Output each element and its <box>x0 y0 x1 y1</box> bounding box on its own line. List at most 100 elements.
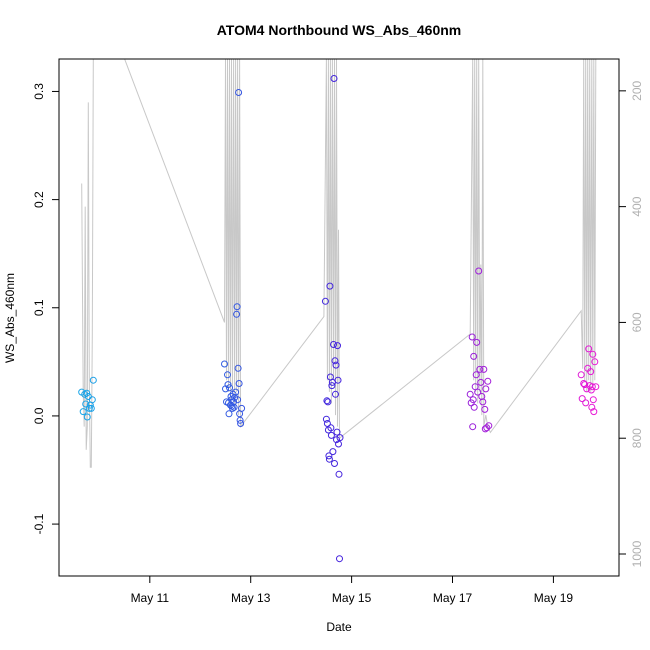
x-tick-label: May 13 <box>231 591 271 605</box>
data-point <box>230 398 238 406</box>
data-point <box>328 382 336 390</box>
x-tick-label: May 17 <box>433 591 473 605</box>
data-point <box>590 408 598 416</box>
data-point <box>235 89 243 96</box>
data-point <box>336 434 344 442</box>
data-point <box>475 267 483 275</box>
data-point <box>589 350 597 358</box>
data-point <box>227 393 235 400</box>
data-point <box>330 341 337 348</box>
data-point <box>325 452 333 460</box>
data-point <box>238 404 246 412</box>
data-point <box>332 390 339 398</box>
data-point <box>476 365 484 373</box>
data-point <box>333 436 340 444</box>
y-tick-label: 0.0 <box>32 407 46 424</box>
data-point <box>230 403 238 411</box>
data-point <box>229 404 236 412</box>
x-tick-label: May 19 <box>534 591 574 605</box>
data-point <box>79 408 87 416</box>
y-tick-label: 0.1 <box>32 299 46 316</box>
data-point <box>326 282 334 290</box>
data-point <box>466 390 474 398</box>
data-point <box>233 303 241 311</box>
data-point <box>592 383 600 391</box>
data-point <box>226 384 233 392</box>
y-axis-label: WS_Abs_460nm <box>3 273 17 363</box>
y-tick-label: -0.1 <box>32 513 46 534</box>
data-point <box>234 364 242 372</box>
data-point <box>224 381 232 389</box>
data-point <box>473 338 481 346</box>
x-tick-label: May 15 <box>332 591 372 605</box>
data-point <box>334 342 341 350</box>
data-point <box>587 386 595 394</box>
data-point <box>331 357 339 365</box>
y-tick-label: 0.3 <box>32 83 46 100</box>
data-point <box>477 378 485 386</box>
data-point <box>588 403 596 411</box>
data-point <box>581 381 589 389</box>
altitude-line <box>81 58 597 468</box>
x-axis: May 11 May 13 May 15 May 17 May 19 <box>131 576 574 605</box>
data-point <box>588 383 596 391</box>
data-point <box>485 422 493 430</box>
data-point <box>83 389 91 397</box>
data-point <box>323 397 331 405</box>
y2-tick-label: 1000 <box>630 540 644 567</box>
data-point <box>470 403 478 411</box>
data-point <box>482 385 490 393</box>
y-axis: -0.1 0.0 0.1 0.2 0.3 <box>32 83 59 534</box>
data-point <box>83 413 91 421</box>
secondary-y-axis: 200 400 600 800 1000 <box>619 81 644 567</box>
altitude-line-group <box>81 58 597 468</box>
data-point <box>232 388 240 396</box>
data-point <box>327 431 335 439</box>
y2-tick-label: 200 <box>630 81 644 101</box>
data-point <box>89 376 97 384</box>
data-point <box>580 380 588 387</box>
data-point <box>325 455 333 463</box>
data-point <box>469 396 477 404</box>
x-tick-label: May 11 <box>131 591 170 605</box>
data-point <box>324 398 332 406</box>
data-point <box>469 423 477 431</box>
data-point <box>85 404 93 412</box>
data-points <box>78 75 600 563</box>
data-point <box>336 555 343 563</box>
data-point <box>234 396 242 404</box>
data-point <box>327 424 335 432</box>
data-point <box>582 399 590 407</box>
data-point <box>470 352 478 360</box>
data-point <box>82 400 90 408</box>
data-point <box>221 360 228 368</box>
data-point <box>225 410 233 418</box>
plot-frame <box>58 58 620 577</box>
data-point <box>587 368 595 376</box>
data-point <box>323 420 331 427</box>
data-point <box>479 398 487 406</box>
data-point <box>483 424 491 432</box>
chart-title: ATOM4 Northbound WS_Abs_460nm <box>217 22 462 38</box>
data-point <box>331 460 338 467</box>
data-point <box>322 415 330 423</box>
data-point <box>472 371 480 379</box>
data-point <box>330 75 338 82</box>
data-point <box>321 297 329 305</box>
data-point <box>236 416 244 424</box>
data-point <box>335 470 343 478</box>
data-point <box>468 333 476 341</box>
data-point <box>88 396 96 404</box>
data-point <box>87 404 95 412</box>
data-point <box>480 365 488 373</box>
data-point <box>235 380 243 387</box>
y2-tick-label: 400 <box>630 196 644 216</box>
y2-tick-label: 600 <box>630 312 644 332</box>
data-point <box>481 405 489 413</box>
data-point <box>484 377 492 385</box>
data-point <box>333 428 341 436</box>
data-point <box>334 376 342 384</box>
data-point <box>329 448 337 456</box>
data-point <box>585 345 593 353</box>
